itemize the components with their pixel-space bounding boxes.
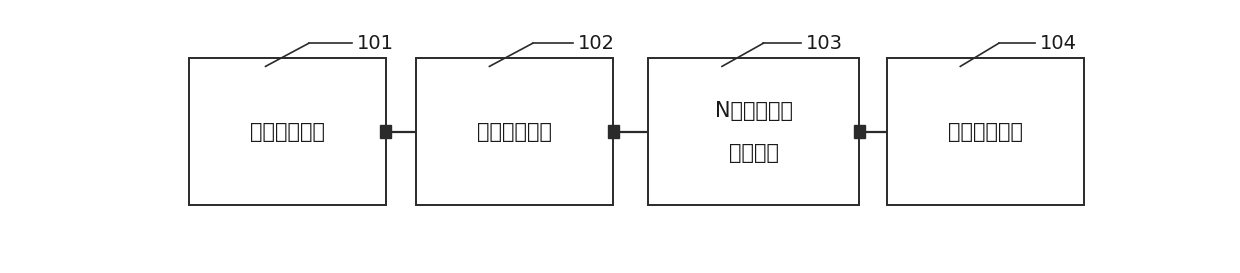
Bar [854,125,864,138]
Bar [608,125,619,138]
Text: 101: 101 [357,34,394,53]
Text: 103: 103 [806,34,843,53]
Bar [381,125,391,138]
Text: N级比例运算: N级比例运算 [714,100,792,121]
Bar [649,58,859,205]
Text: 102: 102 [578,34,615,53]
Text: 信号输入模块: 信号输入模块 [249,121,325,142]
Bar [888,58,1084,205]
Text: 104: 104 [1040,34,1078,53]
Text: 信号输出模块: 信号输出模块 [949,121,1023,142]
Text: 信号转化模块: 信号转化模块 [477,121,552,142]
Bar [188,58,386,205]
Text: 电路模块: 电路模块 [729,143,779,163]
Bar [417,58,614,205]
